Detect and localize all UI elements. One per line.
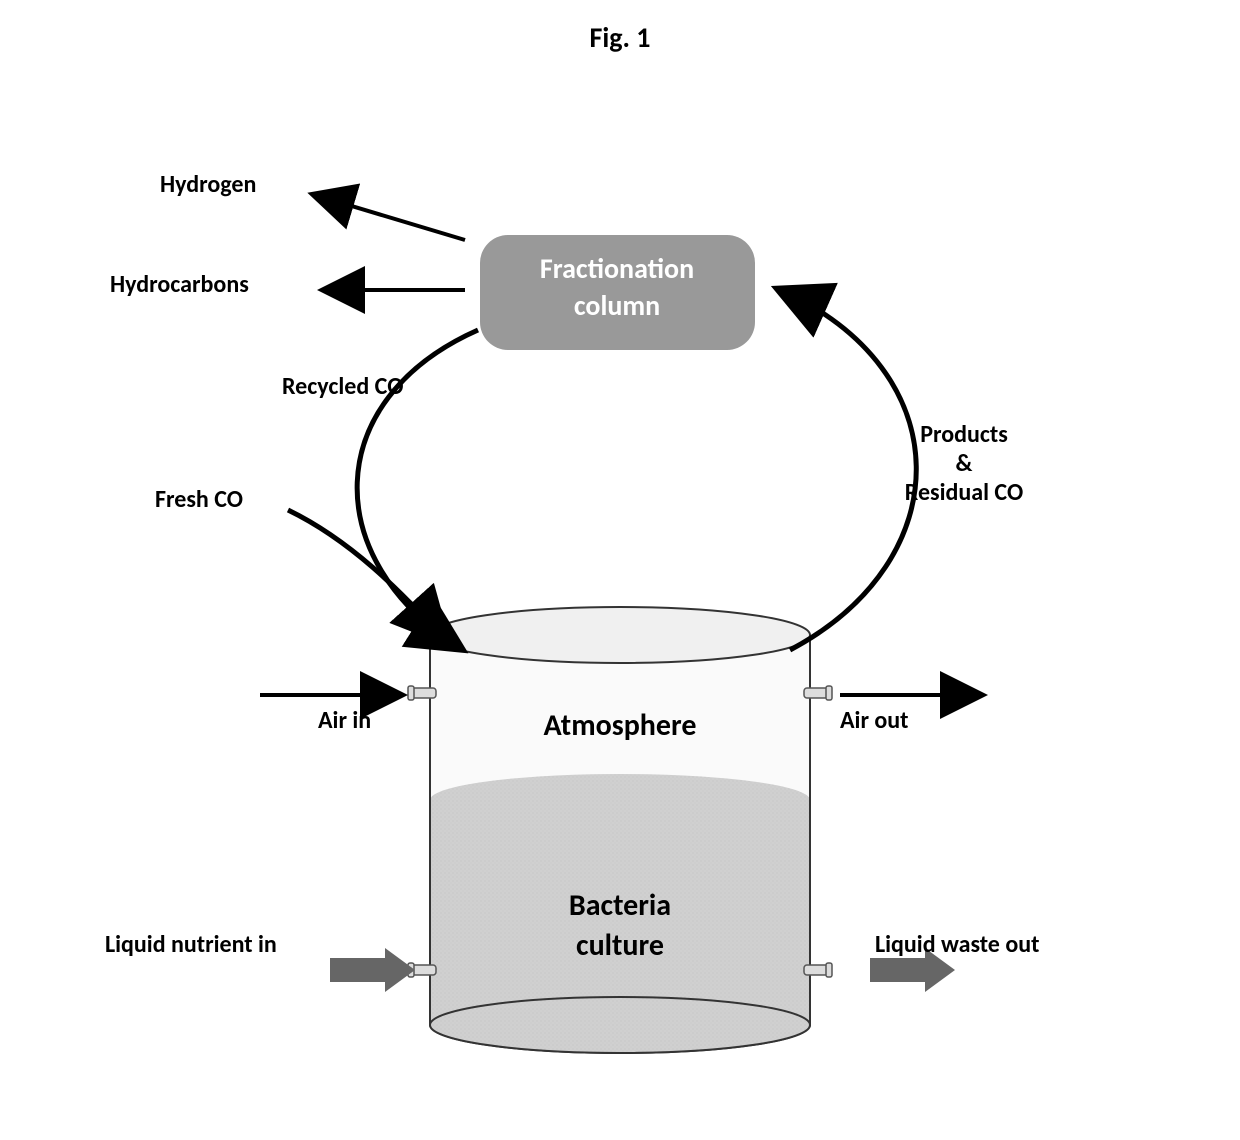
svg-text:Bacteria: Bacteria	[569, 887, 671, 924]
port-air-in	[408, 686, 436, 700]
bioreactor	[430, 607, 810, 1053]
label-hydrocarbons: Hydrocarbons	[110, 270, 249, 299]
label-air-in: Air in	[318, 706, 371, 735]
label-fresh-co: Fresh CO	[155, 485, 243, 514]
svg-text:culture: culture	[576, 927, 664, 964]
label-hydrogen: Hydrogen	[160, 170, 256, 199]
svg-text:Atmosphere: Atmosphere	[544, 707, 697, 744]
label-air-out: Air out	[840, 706, 909, 735]
port-air-out	[804, 686, 832, 700]
arrow-hydrogen	[315, 195, 465, 240]
port-liquid-out	[804, 963, 832, 977]
label-products: Products & Residual CO	[884, 420, 1044, 507]
svg-text:Fractionation: Fractionation	[540, 251, 694, 286]
label-liquid-in: Liquid nutrient in	[105, 930, 277, 959]
label-liquid-out: Liquid waste out	[875, 930, 1039, 959]
arrow-liquid-in	[330, 948, 415, 992]
label-recycled-co: Recycled CO	[282, 372, 403, 401]
svg-text:column: column	[574, 288, 660, 323]
